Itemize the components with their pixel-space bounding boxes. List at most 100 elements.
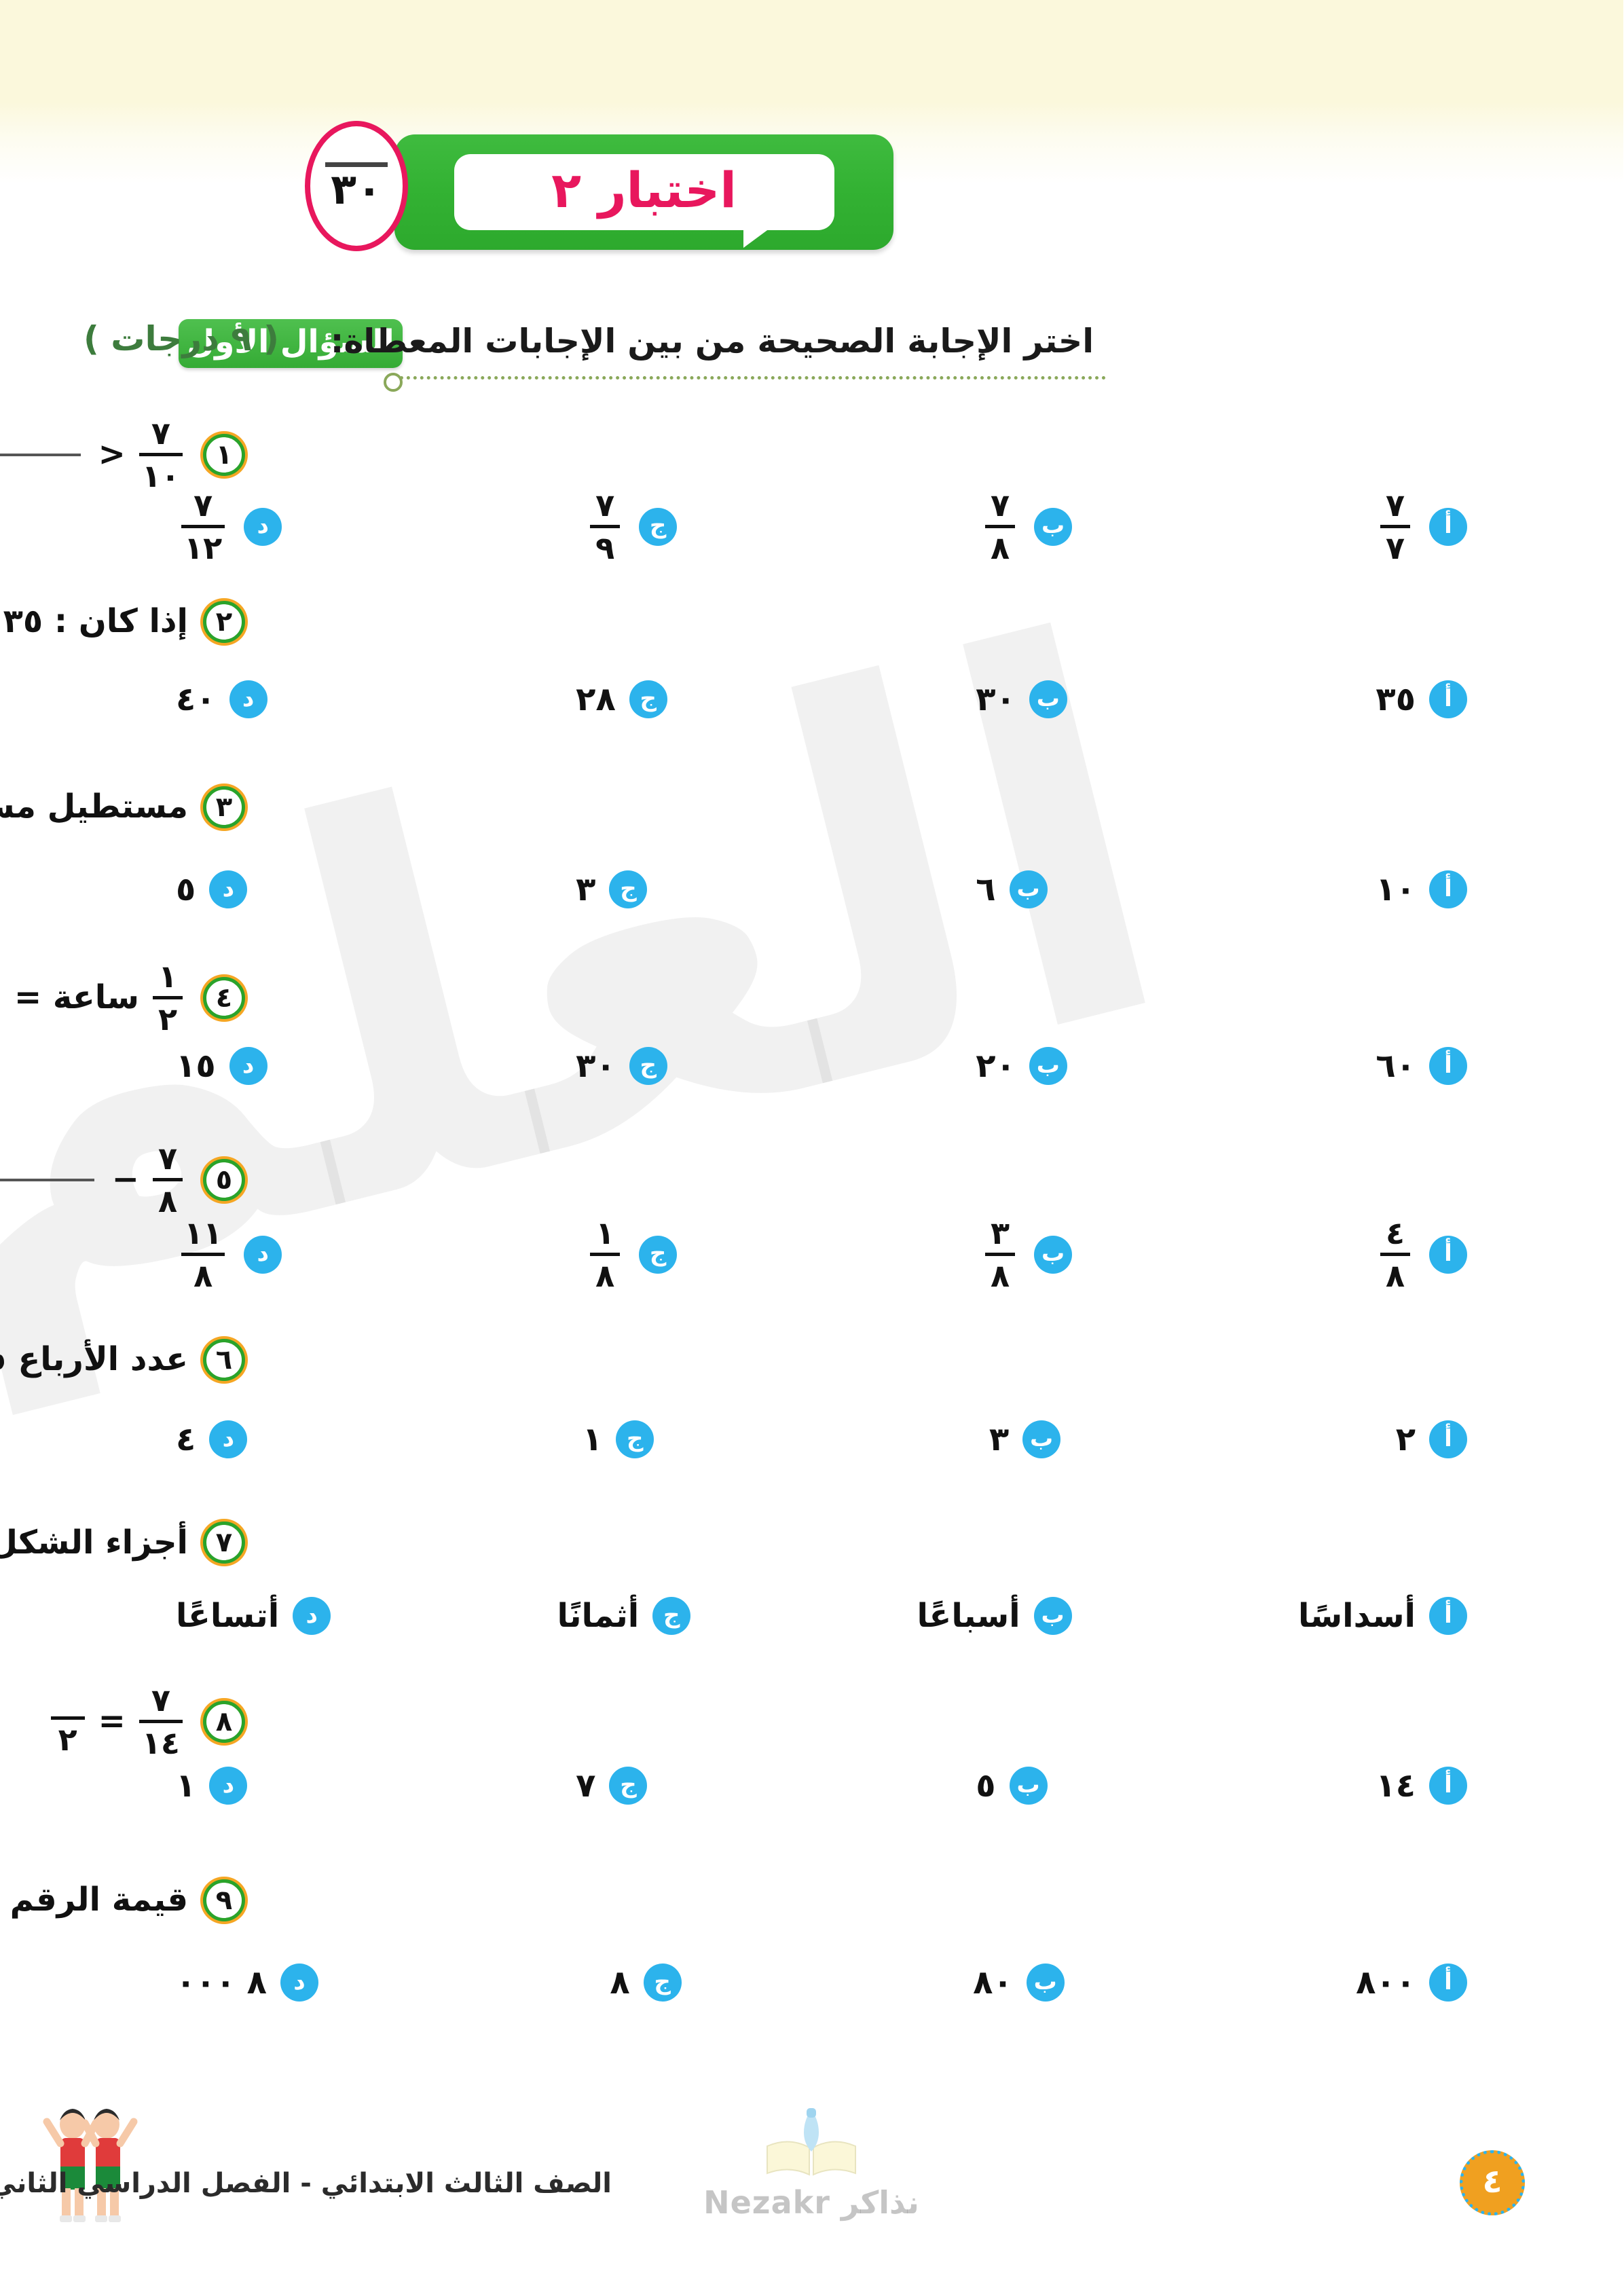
stem-sentence: عدد الأرباع في الواحد الصحيح = [0,1340,189,1379]
fraction-numerator: ٧ [158,1140,179,1177]
fraction-bar [153,996,183,1000]
fraction-bar [1381,1253,1411,1257]
option-value: ٤ [177,1420,197,1458]
option-أ[interactable]: أ ٣٥ [1376,680,1468,718]
option-د[interactable]: د ١٥ [177,1047,268,1085]
question-text: عدد الأرباع في الواحد الصحيح = [0,1341,189,1378]
option-letter: أ [1430,1420,1468,1458]
fraction-bar [182,1253,226,1257]
option-ج[interactable]: ج ٣٠ [576,1047,668,1085]
fraction-numerator: ٧ [151,1682,171,1718]
option-letter: ج [653,1597,692,1635]
option-value: أسباعًا [917,1596,1021,1635]
question-text: ٧٨−=٤٨ [0,1141,189,1219]
answer-blank [0,1178,95,1181]
option-أ[interactable]: أ ١٤ [1376,1767,1468,1805]
option-أ[interactable]: أ أسداسًا [1299,1597,1468,1635]
fraction-numerator: ١ [596,1215,616,1251]
fraction-numerator: ٧ [596,487,616,523]
question-number-٤: ٤ [204,976,246,1019]
equals-operator: = [98,1702,126,1741]
fraction-numerator [52,1686,86,1714]
option-أ[interactable]: أ ٨٠٠ [1357,1964,1468,2002]
option-letter: د [229,1047,268,1085]
option-value: ٣٠ [576,1046,616,1085]
score-box: ٣٠ [306,121,409,251]
stem-sentence-before: أجزاء الشكل [0,1523,189,1562]
fraction-denominator: ١٤ [142,1725,181,1762]
fraction-bar [591,1253,621,1257]
option-ب[interactable]: ب أسباعًا [918,1597,1073,1635]
option-letter: د [229,680,268,718]
banner-green-plate: اختبار ٢ [395,134,894,250]
option-د[interactable]: د أتساعًا [177,1597,332,1635]
fraction-bar [182,525,226,529]
option-د[interactable]: د ٨ ٠٠٠ [177,1964,319,2002]
kids-illustration [42,2096,144,2225]
fraction-denominator: ٨ [194,1257,214,1295]
option-د[interactable]: د ٤٠ [177,680,268,718]
option-letter: ج [640,1235,678,1274]
fraction-denominator: ٨ [158,1183,179,1220]
fraction-denominator: ٢ [158,1001,179,1038]
footer-watermark-text: نذاكر Nezakr [704,2184,920,2221]
option-letter: أ [1430,1597,1468,1635]
option-ج[interactable]: ج ٢٨ [576,680,668,718]
fraction-numerator: ٧ [151,415,171,451]
fraction-numerator: ٣ [991,1215,1011,1251]
option-ج[interactable]: ج أثمانًا [557,1597,692,1635]
option-د[interactable]: د ١١ ٨ [177,1215,283,1295]
footer-grade-text: الصف الثالث الابتدائي - الفصل الدراسي ال… [0,2168,612,2199]
question-number-٩: ٩ [204,1879,246,1921]
question-text: إذا كان : ٣٥ ÷ ٧ = ٥ ، فإن : ٥ × ٧ = [0,603,189,640]
banner-speech-bubble: اختبار ٢ [454,154,835,248]
question-options-٨: أ ١٤ ب ٥ ج ٧ د ١ [68,1767,1556,1805]
fraction-numerator: ٧ [991,487,1011,523]
option-letter: أ [1430,1047,1468,1085]
question-stem-٦: ٦ عدد الأرباع في الواحد الصحيح = [0,1339,246,1381]
option-letter: د [244,1235,283,1274]
option-letter: أ [1430,507,1468,546]
option-ب[interactable]: ب ٨٠ [974,1964,1065,2002]
stem-sentence: قيمة الرقم ٨ في العدد ٧٠٤ ٨١٢ هي [0,1881,189,1919]
fraction-bar [986,525,1016,529]
option-letter: ب [1035,1235,1073,1274]
option-د[interactable]: د ٧ ١٢ [177,487,283,566]
option-أ[interactable]: أ ٦٠ [1376,1047,1468,1085]
option-ب[interactable]: ب ٢٠ [976,1047,1068,1085]
option-أ[interactable]: أ ١٠ [1376,870,1468,908]
option-value: ٧ [576,1766,597,1805]
question-options-٢: أ ٣٥ ب ٣٠ ج ٢٨ د ٤٠ [68,680,1556,718]
question-stem-١: ١ ٧ ١٠ < [0,416,246,494]
option-value: ١ [177,1766,197,1805]
stem-sentence: ساعة = [14,978,140,1017]
option-value: ٢٠ [976,1046,1016,1085]
option-ب[interactable]: ب ٣٠ [976,680,1068,718]
fraction-denominator: ١٠ [142,458,181,495]
option-value: ١٤ [1376,1766,1416,1805]
option-value: ٢٨ [576,680,616,718]
option-value: ١ [583,1420,604,1458]
question-number-٥: ٥ [204,1158,246,1201]
test-title: اختبار ٢ [552,162,737,219]
